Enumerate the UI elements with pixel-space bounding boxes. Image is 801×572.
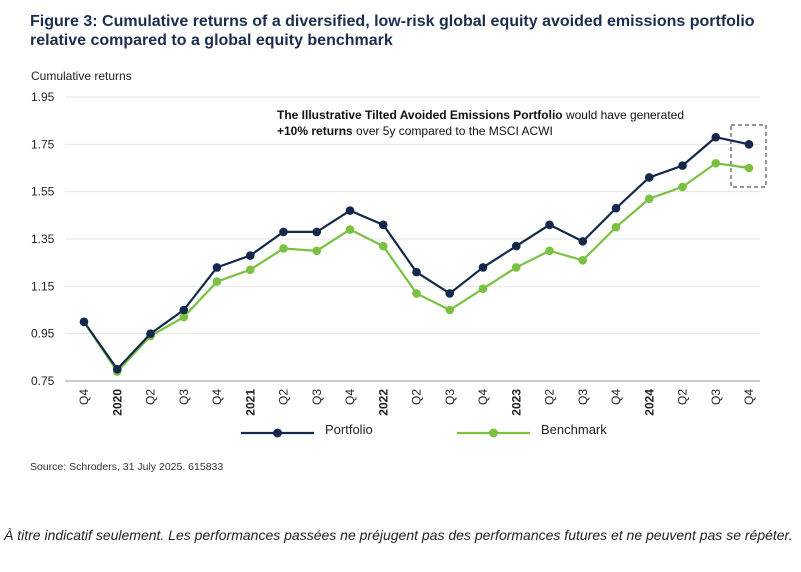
data-point-portfolio [545,220,554,230]
highlight-box [730,124,767,188]
annotation: The Illustrative Tilted Avoided Emission… [277,107,697,139]
legend-portfolio-label: Portfolio [325,422,373,437]
data-point-portfolio [345,206,355,215]
x-tick-label: Q3 [443,389,457,405]
x-tick-labels: Q4 2020 Q2 Q3 Q4 2021 Q2 Q3 Q4 2022 Q2 Q3 Q4 2023 Q2 Q3… [77,389,756,416]
data-point-portfolio [711,132,721,142]
annotation-bold-b: +10% returns [277,124,353,138]
data-point-portfolio [412,267,421,277]
data-point-benchmark [345,225,355,234]
data-point-benchmark [179,312,189,322]
x-tick-label: Q4 [609,389,623,405]
data-point-portfolio [678,161,687,170]
gridlines [65,96,760,382]
data-point-benchmark [545,246,554,256]
x-tick-label: 2022 [376,389,390,416]
x-tick-label: 2021 [243,389,257,416]
y-tick-labels: 1.95 1.75 1.55 1.35 1.15 0.95 0.75 [31,90,55,388]
y-tick-label: 1.75 [31,137,55,151]
x-tick-label: Q4 [742,389,756,405]
data-point-benchmark [711,158,721,168]
x-tick-label: Q2 [277,389,291,405]
data-point-portfolio [478,263,488,272]
data-point-portfolio [312,227,322,237]
data-point-benchmark [578,255,588,265]
x-tick-label: Q2 [410,389,424,405]
y-tick-label: 1.35 [31,232,55,246]
source-note: Source: Schroders, 31 July 2025. 615833 [30,461,224,473]
data-point-benchmark [245,265,255,275]
data-point-portfolio [79,317,89,327]
y-tick-label: 1.55 [31,185,55,199]
annotation-text-a: would have generated [562,108,685,122]
data-point-portfolio [744,140,754,149]
data-point-portfolio [378,220,388,230]
data-point-portfolio [578,237,588,246]
x-tick-label: Q3 [709,389,723,405]
x-tick-label: 2024 [642,389,656,416]
data-point-portfolio [146,329,155,338]
legend-portfolio: Portfolio [325,422,373,437]
x-tick-label: 2020 [110,389,124,416]
data-point-benchmark [511,263,521,272]
chart-title: Figure 3: Cumulative returns of a divers… [30,13,755,49]
x-tick-label: Q3 [576,389,590,405]
data-point-portfolio [112,364,122,374]
y-tick-label: 0.75 [31,374,55,388]
legend-benchmark-label: Benchmark [541,422,607,437]
legend-markers [241,428,530,438]
data-point-benchmark [644,194,654,204]
series-group [79,132,754,376]
data-point-benchmark [611,222,621,232]
data-point-benchmark [412,289,421,298]
x-tick-label: Q3 [310,389,324,405]
x-tick-label: Q2 [676,389,690,405]
x-tick-label: Q4 [77,389,91,405]
data-point-portfolio [644,173,654,182]
y-tick-label: 0.95 [31,327,55,341]
disclaimer-text: À titre indicatif seulement. Les perform… [4,527,793,543]
y-axis-label: Cumulative returns [31,69,132,83]
data-point-portfolio [179,305,189,315]
legend-benchmark: Benchmark [541,422,607,437]
x-tick-label: Q4 [210,389,224,405]
x-tick-label: Q4 [343,389,357,405]
data-point-portfolio [445,289,455,298]
data-point-portfolio [511,241,521,251]
x-tick-label: 2023 [509,389,523,416]
data-point-benchmark [378,241,388,251]
data-point-benchmark [445,305,455,315]
legend-marker-benchmark [489,428,498,438]
series-line-portfolio [83,136,750,371]
data-point-benchmark [478,284,488,294]
y-tick-label: 1.15 [31,279,55,293]
data-point-portfolio [245,251,255,260]
data-point-benchmark [279,244,288,253]
annotation-text-b: over 5y compared to the MSCI ACWI [352,124,553,138]
x-tick-label: Q3 [177,389,191,405]
data-point-portfolio [279,227,288,237]
data-point-benchmark [212,277,222,286]
legend-marker-portfolio [273,428,282,438]
y-tick-label: 1.95 [31,90,55,104]
data-point-portfolio [611,203,621,213]
x-tick-label: Q2 [144,389,158,405]
data-point-benchmark [678,182,687,192]
data-point-benchmark [312,246,322,256]
x-tick-label: Q2 [543,389,557,405]
x-tick-label: Q4 [476,389,490,405]
data-point-benchmark [744,163,754,173]
data-point-portfolio [212,263,222,272]
annotation-bold-a: The Illustrative Tilted Avoided Emission… [277,108,563,122]
